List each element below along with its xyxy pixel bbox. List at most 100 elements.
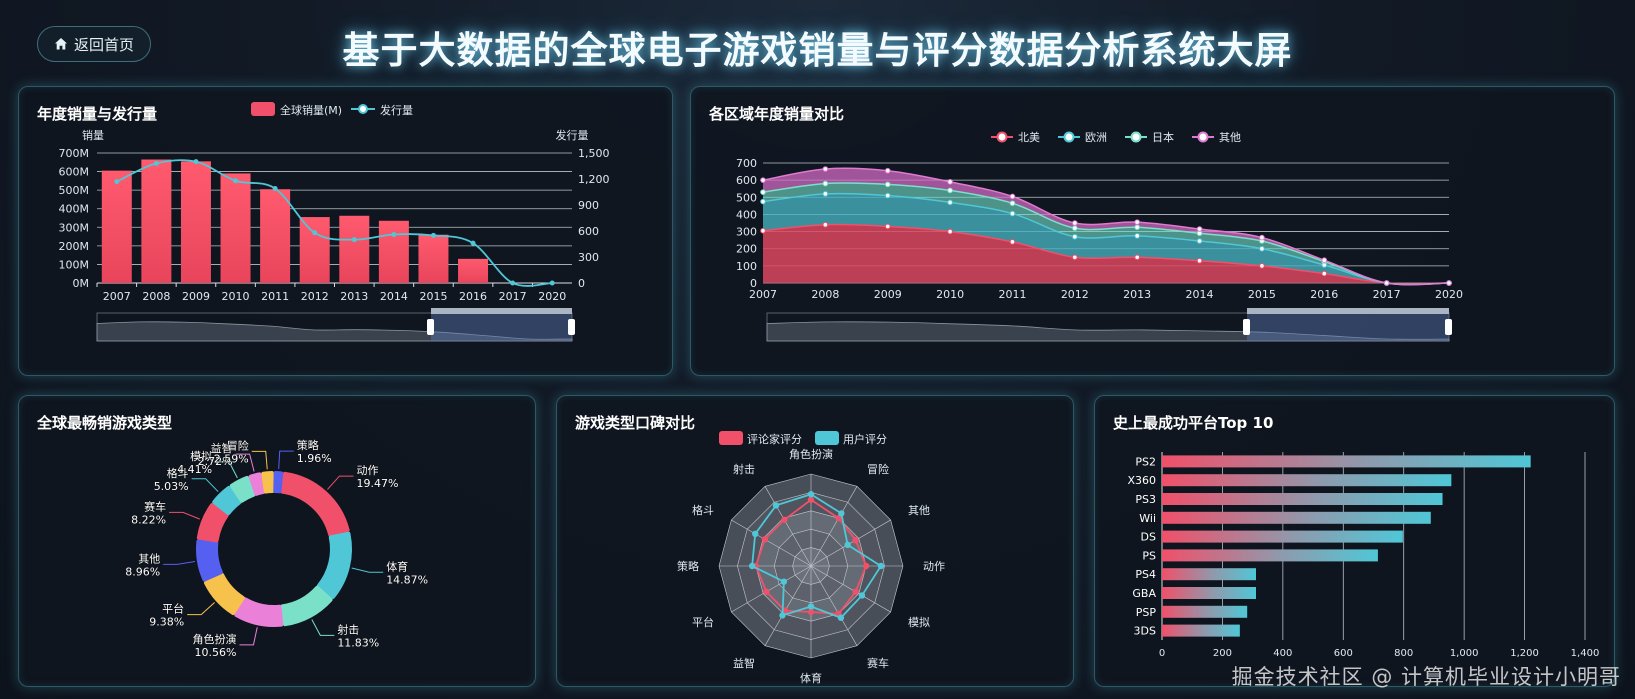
annual-zoom-slider[interactable] [96, 308, 575, 342]
radar-point-1-动作[interactable] [877, 562, 885, 570]
point-欧洲-2012[interactable] [1072, 233, 1078, 240]
point-其他-2017[interactable] [1383, 280, 1390, 286]
slice-冒险[interactable] [261, 471, 275, 494]
reputation-legend[interactable]: 评论家评分 用户评分 [719, 431, 887, 446]
bar-PS2[interactable] [1162, 455, 1531, 468]
slice-体育[interactable] [317, 531, 352, 599]
point-日本-2007[interactable] [760, 189, 766, 195]
radar-point-1-格斗[interactable] [752, 530, 759, 537]
point-其他-2008[interactable] [822, 166, 829, 172]
radar-point-1-冒险[interactable] [838, 510, 845, 517]
radar-point-1-赛车[interactable] [837, 614, 845, 621]
point-北美-2016[interactable] [1321, 270, 1328, 277]
bar-DS[interactable] [1162, 530, 1403, 543]
radar-point-0-体育[interactable] [807, 608, 815, 616]
point-其他-2020[interactable] [1446, 280, 1452, 286]
point-欧洲-2009[interactable] [884, 192, 891, 199]
radar-point-0-射击[interactable] [781, 516, 788, 523]
bar-Wii[interactable] [1162, 511, 1431, 524]
bar-PS[interactable] [1162, 549, 1378, 562]
bar-2013[interactable] [339, 215, 370, 283]
point-欧洲-2011[interactable] [1009, 210, 1016, 217]
radar-point-0-其他[interactable] [852, 537, 859, 544]
bar-2007[interactable] [101, 170, 132, 283]
radar-point-1-模拟[interactable] [858, 592, 866, 599]
slice-动作[interactable] [280, 471, 350, 537]
radar-point-0-冒险[interactable] [835, 514, 842, 522]
point-北美-2014[interactable] [1196, 257, 1203, 264]
point-其他-2012[interactable] [1072, 220, 1078, 226]
point-北美-2008[interactable] [822, 221, 829, 228]
point-其他-2016[interactable] [1321, 257, 1328, 263]
radar-point-0-格斗[interactable] [761, 536, 768, 543]
bar-2009[interactable] [180, 161, 211, 283]
bar-2016[interactable] [458, 258, 489, 283]
point-日本-2008[interactable] [822, 180, 829, 187]
point-releases-2011[interactable] [272, 186, 278, 192]
point-releases-2012[interactable] [312, 230, 318, 236]
point-其他-2015[interactable] [1259, 234, 1265, 241]
bar-2012[interactable] [299, 217, 330, 283]
point-北美-2009[interactable] [884, 223, 891, 230]
point-releases-2016[interactable] [470, 240, 476, 246]
point-欧洲-2013[interactable] [1134, 233, 1140, 239]
point-欧洲-2010[interactable] [947, 199, 953, 206]
point-北美-2007[interactable] [760, 227, 766, 234]
point-欧洲-2008[interactable] [822, 191, 829, 197]
point-其他-2013[interactable] [1134, 219, 1140, 225]
bar-PS4[interactable] [1162, 568, 1256, 581]
point-北美-2015[interactable] [1259, 263, 1265, 269]
point-releases-2008[interactable] [153, 160, 159, 166]
bar-PS3[interactable] [1162, 493, 1443, 505]
slice-模拟[interactable] [229, 475, 256, 503]
point-releases-2013[interactable] [351, 237, 357, 243]
home-button[interactable]: 返回首页 [37, 26, 151, 62]
point-其他-2010[interactable] [947, 179, 953, 185]
radar-point-0-动作[interactable] [863, 562, 870, 570]
point-欧洲-2007[interactable] [760, 198, 766, 205]
bar-X360[interactable] [1162, 474, 1452, 487]
region-legend[interactable]: 北美 欧洲 日本 其他 [991, 130, 1241, 144]
annual-legend[interactable]: 全球销量(M) 发行量 [251, 102, 413, 117]
radar-point-1-体育[interactable] [807, 603, 815, 610]
bar-2008[interactable] [141, 159, 172, 284]
point-欧洲-2015[interactable] [1259, 245, 1265, 252]
radar-point-1-角色扮演[interactable] [807, 491, 815, 498]
point-北美-2011[interactable] [1009, 239, 1016, 245]
point-releases-2014[interactable] [391, 231, 397, 237]
point-其他-2009[interactable] [884, 167, 891, 174]
radar-point-1-平台[interactable] [780, 578, 788, 585]
radar-point-1-射击[interactable] [772, 502, 780, 509]
point-日本-2010[interactable] [947, 187, 953, 194]
region-zoom-slider[interactable] [766, 308, 1452, 342]
point-北美-2010[interactable] [947, 228, 953, 235]
point-releases-2007[interactable] [114, 179, 120, 185]
point-releases-2009[interactable] [193, 159, 199, 165]
radar-point-0-模拟[interactable] [852, 588, 859, 595]
bar-2010[interactable] [220, 173, 251, 283]
bar-PSP[interactable] [1162, 605, 1248, 618]
slice-平台[interactable] [204, 572, 245, 616]
point-其他-2011[interactable] [1009, 193, 1016, 200]
slice-益智[interactable] [248, 472, 265, 496]
radar-point-0-角色扮演[interactable] [807, 496, 815, 503]
slice-格斗[interactable] [212, 485, 242, 516]
radar-point-1-其他[interactable] [844, 541, 851, 549]
bar-2011[interactable] [260, 189, 291, 283]
point-日本-2012[interactable] [1072, 225, 1078, 231]
point-releases-2010[interactable] [233, 178, 239, 184]
point-欧洲-2014[interactable] [1196, 238, 1203, 244]
bar-3DS[interactable] [1162, 624, 1240, 637]
slice-策略[interactable] [273, 471, 284, 494]
slice-射击[interactable] [280, 585, 333, 627]
point-北美-2013[interactable] [1134, 254, 1140, 261]
point-其他-2014[interactable] [1196, 226, 1203, 232]
point-日本-2009[interactable] [884, 181, 891, 188]
radar-point-1-策略[interactable] [748, 562, 756, 570]
bar-2014[interactable] [378, 220, 409, 283]
point-北美-2012[interactable] [1072, 254, 1078, 261]
point-日本-2013[interactable] [1134, 224, 1140, 231]
point-其他-2007[interactable] [760, 177, 766, 183]
point-日本-2011[interactable] [1009, 200, 1016, 207]
point-releases-2017[interactable] [510, 280, 516, 286]
